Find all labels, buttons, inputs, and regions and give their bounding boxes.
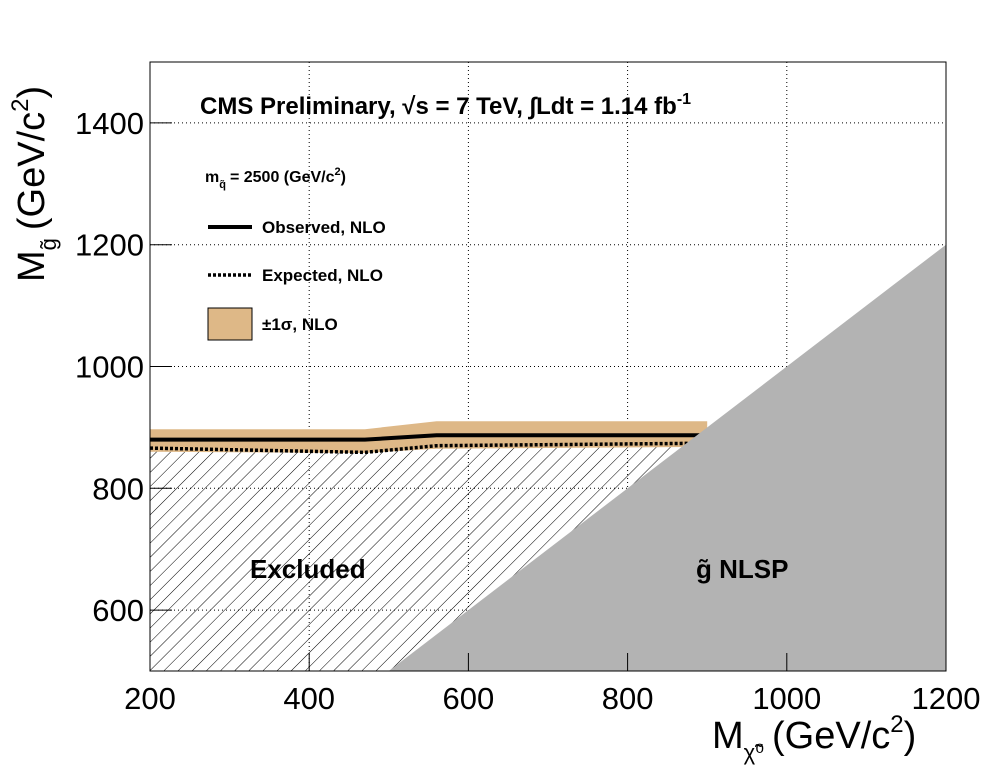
legend: Observed, NLO Expected, NLO ±1σ, NLO	[207, 218, 386, 341]
nlsp-region	[388, 244, 946, 671]
x-tick-label: 200	[124, 681, 176, 716]
y-tick-label: 1400	[75, 106, 144, 141]
y-label-close: )	[11, 86, 53, 99]
y-label-main: M	[11, 250, 53, 282]
legend-label: Observed, NLO	[262, 218, 386, 237]
legend-header: mq̃ = 2500 (GeV/c2)	[205, 166, 346, 191]
ticks: 200 400 600 800 1000 1200 600 800 1000 1200 1400	[75, 106, 980, 716]
title-text: CMS Preliminary, √s = 7 TeV, ∫Ldt = 1.14…	[200, 93, 677, 120]
x-tick-label: 800	[602, 681, 654, 716]
x-tick-label: 1000	[752, 681, 821, 716]
x-label-sup: 2	[890, 711, 903, 738]
legend-header-main: m	[205, 169, 219, 186]
y-tick-label: 1000	[75, 350, 144, 385]
x-label-main: M	[712, 715, 744, 757]
y-tick-label: 800	[92, 471, 144, 506]
excluded-label: Excluded	[250, 554, 366, 584]
legend-header-unit: = 2500 (GeV/c	[230, 169, 335, 186]
legend-header-sub: q̃	[219, 179, 226, 191]
series-line	[150, 433, 708, 442]
chart-title: CMS Preliminary, √s = 7 TeV, ∫Ldt = 1.14…	[200, 91, 691, 120]
x-axis-label: Mχ̃⁰ (GeV/c2)	[712, 711, 916, 765]
legend-label: ±1σ, NLO	[262, 315, 338, 334]
x-label-close: )	[904, 715, 917, 757]
nlsp-label: g̃ NLSP	[696, 554, 788, 584]
title-sup: -1	[677, 91, 691, 108]
y-label-unit: (GeV/c	[11, 112, 53, 230]
y-tick-label: 600	[92, 593, 144, 628]
y-label-sub: g̃	[36, 238, 61, 250]
x-tick-label: 600	[443, 681, 495, 716]
data-layer	[150, 244, 946, 671]
x-tick-label: 400	[283, 681, 335, 716]
x-label-unit: (GeV/c	[772, 715, 890, 757]
legend-label: Expected, NLO	[262, 266, 383, 285]
legend-swatch	[207, 307, 253, 341]
y-tick-label: 1200	[75, 228, 144, 263]
series-line	[150, 441, 708, 455]
y-label-sup: 2	[7, 98, 34, 111]
x-tick-label: 1200	[912, 681, 981, 716]
y-axis-label: Mg̃ (GeV/c2)	[7, 86, 61, 282]
legend-header-close: )	[341, 169, 346, 186]
x-label-sub: χ̃⁰	[744, 740, 765, 765]
legend-header-sup: 2	[334, 166, 340, 178]
